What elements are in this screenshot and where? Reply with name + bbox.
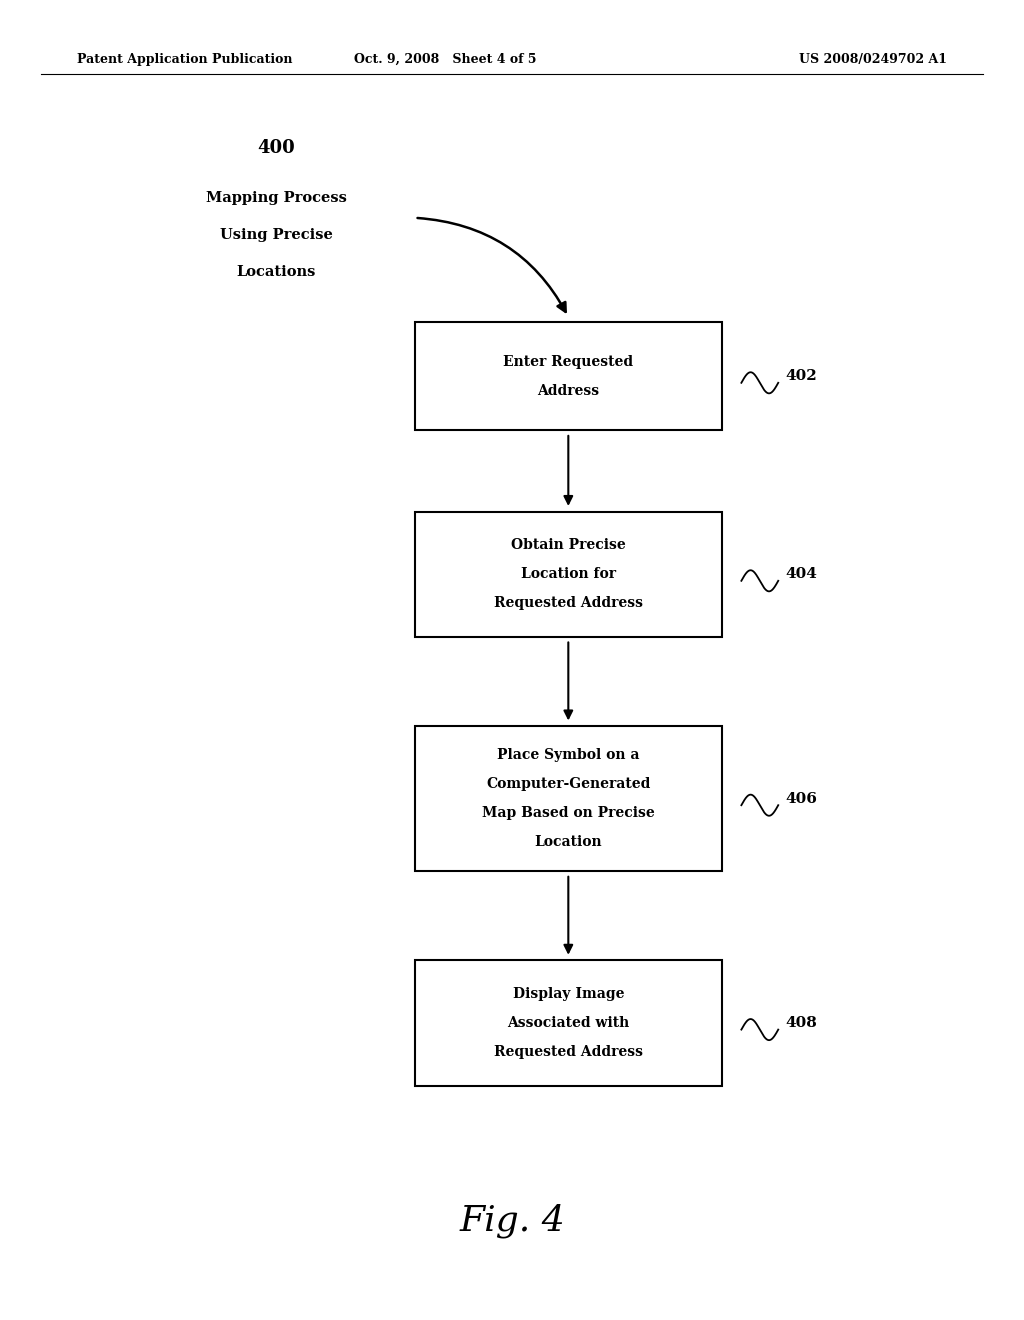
Text: Requested Address: Requested Address [494,1045,643,1059]
Text: Fig. 4: Fig. 4 [459,1204,565,1238]
Text: Requested Address: Requested Address [494,597,643,610]
Text: US 2008/0249702 A1: US 2008/0249702 A1 [799,53,947,66]
Text: 404: 404 [785,568,817,581]
Text: Location for: Location for [521,568,615,581]
Bar [415,512,722,638]
Text: Enter Requested: Enter Requested [503,355,634,368]
Bar [415,726,722,871]
Text: Obtain Precise: Obtain Precise [511,539,626,552]
Text: Map Based on Precise: Map Based on Precise [482,807,654,820]
Text: Computer-Generated: Computer-Generated [486,777,650,791]
FancyArrowPatch shape [418,218,565,312]
Text: Location: Location [535,836,602,849]
Bar [415,322,722,430]
Text: Display Image: Display Image [513,987,624,1001]
Text: 406: 406 [785,792,817,805]
Text: Place Symbol on a: Place Symbol on a [497,748,640,762]
Text: Patent Application Publication: Patent Application Publication [77,53,292,66]
Text: Address: Address [538,384,599,397]
Text: Associated with: Associated with [507,1016,630,1030]
Text: Locations: Locations [237,265,316,280]
Text: 400: 400 [258,139,295,157]
Text: Oct. 9, 2008   Sheet 4 of 5: Oct. 9, 2008 Sheet 4 of 5 [354,53,537,66]
Text: Using Precise: Using Precise [220,228,333,243]
Text: 402: 402 [785,370,817,383]
Text: Mapping Process: Mapping Process [206,191,347,206]
Bar [415,961,722,1085]
Text: 408: 408 [785,1016,817,1030]
